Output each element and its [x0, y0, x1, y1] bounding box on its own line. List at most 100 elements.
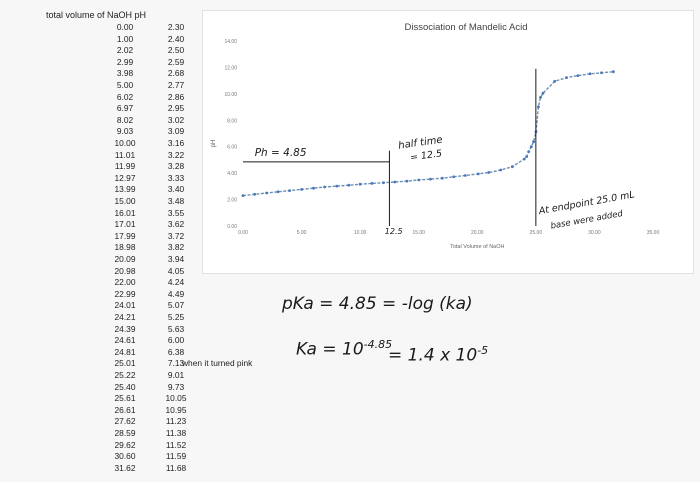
ph-cell: 3.02 — [167, 114, 185, 125]
data-point — [510, 165, 514, 169]
data-point — [463, 174, 467, 177]
volume-cell: 5.00 — [116, 80, 134, 90]
ph-cell: 4.24 — [167, 277, 185, 288]
volume-cell: 17.01 — [114, 219, 136, 230]
ph-cell: 10.95 — [165, 404, 187, 415]
volume-cell: 26.61 — [114, 404, 136, 415]
ph-cell: 2.95 — [167, 103, 185, 114]
ph-cell: 4.05 — [167, 265, 185, 276]
ph-cell: 11.52 — [165, 439, 187, 450]
data-point — [417, 178, 421, 182]
ph-cell: 3.55 — [167, 207, 185, 218]
volume-cell: 12.97 — [114, 172, 136, 183]
chart-title: Dissociation of Mandelic Acid — [404, 22, 527, 33]
ka-equation: Ka = 10-4.85 — [296, 338, 392, 360]
volume-cell: 2.02 — [116, 45, 134, 56]
data-point — [312, 186, 315, 190]
x-tick-label: 15.00 — [412, 230, 425, 236]
ph-cell: 7.13 — [167, 358, 185, 369]
data-point — [253, 192, 257, 196]
data-point — [600, 71, 603, 75]
chart-panel: Dissociation of Mandelic Acid 0.00 2.00 4.0… — [202, 10, 694, 274]
volume-cell: 22.99 — [114, 288, 136, 299]
volume-cell: 0.00 — [116, 22, 134, 32]
ph-half-label: Ph = 4.85 — [255, 147, 307, 159]
volume-cell: 3.98 — [116, 68, 134, 79]
y-tick-label: 6.00 — [227, 145, 237, 151]
volume-cell: 24.39 — [114, 323, 136, 334]
ph-cell: 2.40 — [167, 33, 185, 44]
data-point — [487, 171, 491, 174]
ph-cell: 3.48 — [167, 196, 185, 206]
ph-cell: 3.28 — [167, 161, 185, 172]
volume-cell: 20.98 — [114, 265, 136, 276]
half-mark-label: 12.5 — [385, 227, 403, 236]
volume-cell: 24.61 — [114, 335, 136, 346]
ph-cell: 6.00 — [167, 335, 185, 346]
half-time-value: = 12.5 — [409, 148, 442, 163]
x-tick-label: 20.00 — [471, 230, 484, 236]
data-point — [429, 177, 432, 181]
ph-cell: 6.38 — [167, 346, 185, 357]
data-point — [576, 74, 580, 77]
volume-cell: 10.00 — [114, 138, 136, 148]
data-point — [241, 194, 245, 198]
ka-result-exponent: -5 — [477, 344, 489, 357]
volume-cell: 11.99 — [114, 161, 136, 172]
data-point — [335, 184, 339, 188]
data-point — [539, 96, 542, 99]
trend-line — [242, 71, 614, 197]
data-point — [440, 176, 444, 180]
volume-cell: 9.03 — [116, 126, 134, 137]
volume-cell: 24.21 — [114, 312, 136, 322]
titration-chart: Dissociation of Mandelic Acid 0.00 2.00 4.0… — [211, 22, 660, 250]
volume-cell: 20.09 — [114, 254, 136, 264]
data-point — [358, 182, 362, 186]
volume-cell: 22.00 — [114, 277, 136, 288]
y-axis-label: pH — [211, 140, 217, 148]
volume-cell: 18.98 — [114, 242, 136, 253]
ph-cell: 2.86 — [167, 91, 185, 102]
volume-cell: 28.59 — [114, 428, 136, 438]
ph-cell: 9.73 — [167, 381, 185, 392]
ph-cell: 2.68 — [167, 68, 185, 79]
y-tick-label: 8.00 — [227, 118, 237, 124]
x-tick-label: 0.00 — [238, 230, 248, 236]
ph-cell: 3.22 — [167, 149, 185, 160]
y-tick-label: 4.00 — [227, 171, 237, 177]
x-tick-label: 30.00 — [588, 230, 601, 236]
volume-cell: 15.00 — [114, 196, 136, 206]
volume-cell: 24.81 — [114, 346, 136, 357]
ph-cell: 3.33 — [167, 172, 185, 183]
volume-cell: 31.62 — [114, 462, 136, 473]
x-tick-label: 35.00 — [647, 230, 660, 236]
data-point — [405, 179, 409, 183]
ph-cell: 3.16 — [167, 138, 185, 148]
data-point — [532, 140, 535, 144]
data-point — [553, 79, 557, 83]
data-point — [499, 168, 503, 172]
ph-cell: 2.77 — [167, 80, 185, 90]
data-point — [527, 150, 531, 154]
x-tick-label: 25.00 — [530, 230, 543, 236]
ph-cell: 11.68 — [165, 462, 187, 473]
data-point — [276, 190, 280, 194]
volume-cell: 6.02 — [116, 91, 134, 102]
volume-cell: 13.99 — [114, 184, 136, 195]
table-header: total volume of NaOH pH — [46, 10, 147, 20]
volume-cell: 24.01 — [114, 300, 136, 311]
data-point — [529, 145, 533, 149]
volume-cell: 16.01 — [114, 207, 136, 218]
volume-cell: 25.22 — [114, 370, 136, 380]
ph-cell: 4.49 — [167, 288, 185, 299]
ph-cell: 10.05 — [165, 393, 187, 404]
ph-cell: 2.59 — [167, 56, 185, 67]
volume-cell: 30.60 — [114, 451, 136, 462]
volume-cell: 29.62 — [114, 439, 136, 450]
data-point — [588, 72, 592, 76]
ph-cell: 3.40 — [167, 184, 185, 195]
data-point — [382, 181, 385, 185]
ph-cell: 3.72 — [167, 230, 185, 241]
data-point — [541, 91, 545, 95]
data-point — [393, 180, 397, 184]
